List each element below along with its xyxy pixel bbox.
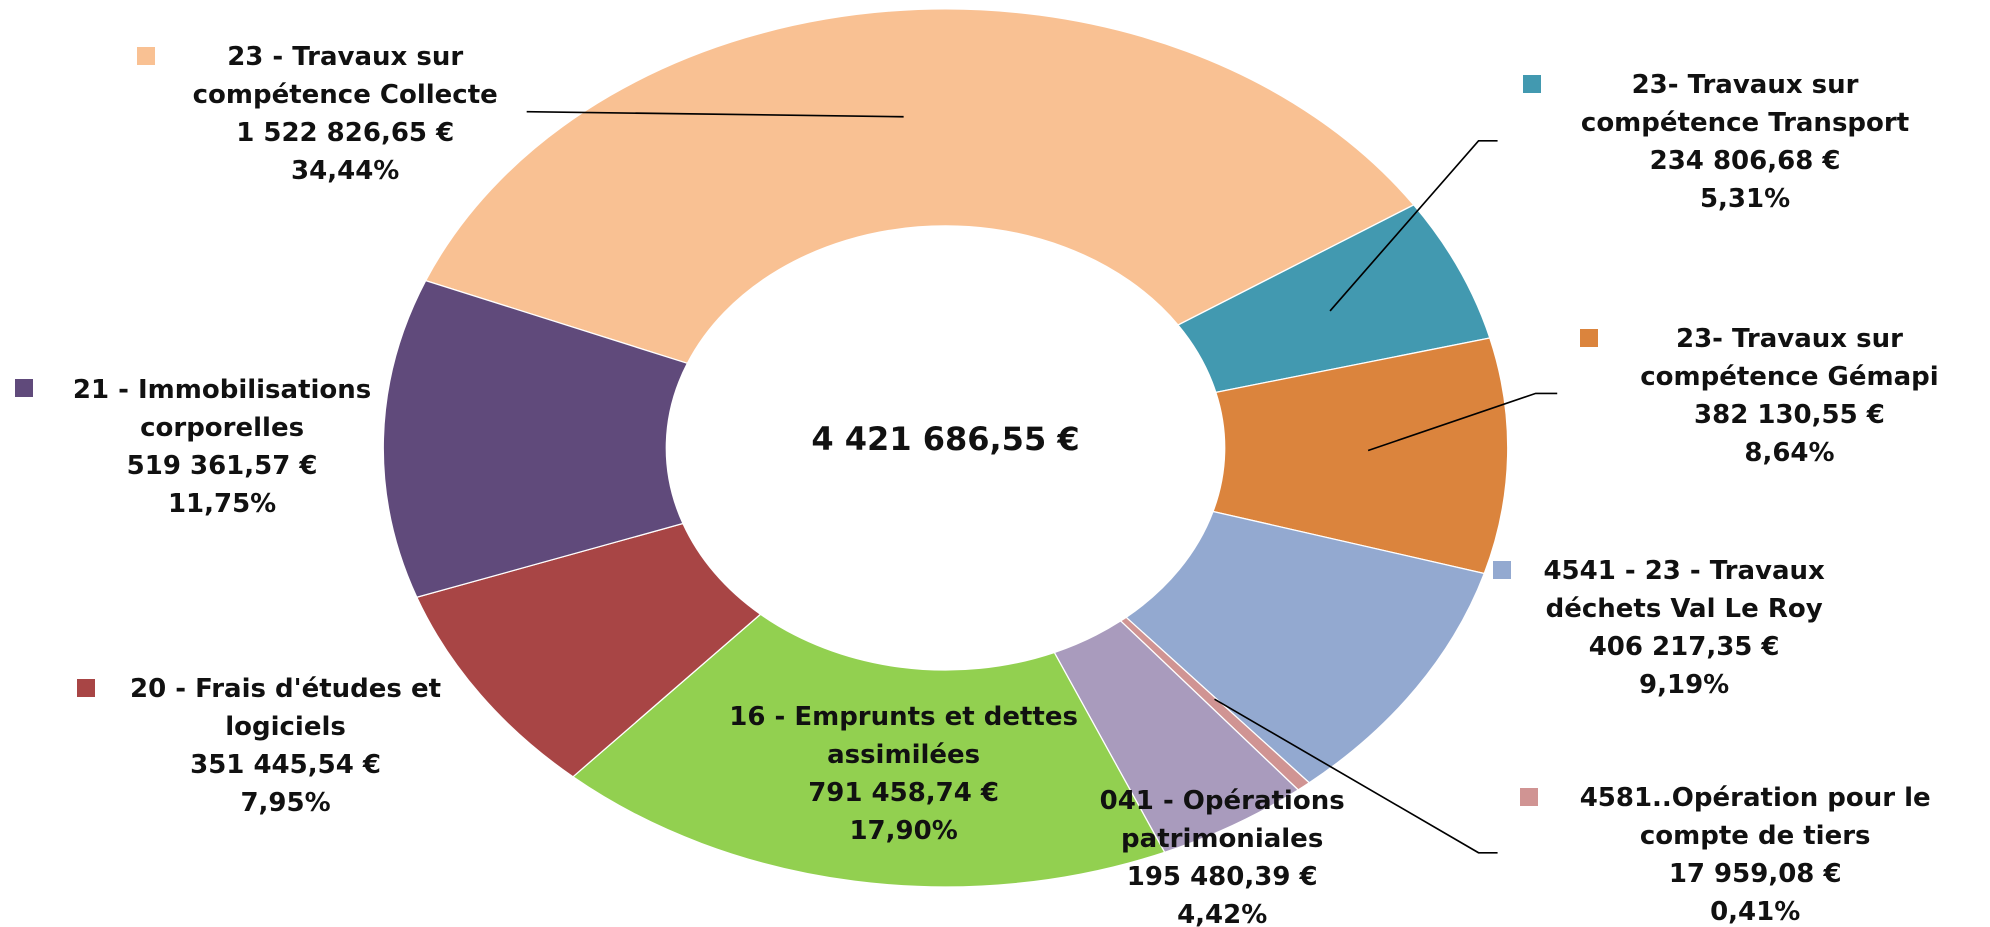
slice-label: 20 - Frais d'études et logiciels 351 445,… (95, 670, 476, 822)
label-amount: 406 217,35 € (1588, 632, 1780, 663)
label-name: 23- Travaux sur compétence Gémapi (1640, 323, 1939, 392)
label-amount: 195 480,39 € (1126, 861, 1318, 892)
slice-label: 23- Travaux sur compétence Transport 234 … (1548, 66, 1941, 218)
label-name: 23- Travaux sur compétence Transport (1580, 69, 1910, 138)
legend-swatch (15, 379, 34, 398)
slice-label: 23- Travaux sur compétence Gémapi 382 130… (1599, 320, 1980, 472)
legend-swatch (1522, 74, 1541, 93)
label-amount: 791 458,74 € (808, 778, 1000, 809)
label-name: 23 - Travaux sur compétence Collecte (192, 42, 498, 111)
legend-swatch (137, 46, 156, 65)
slice-label: 16 - Emprunts et dettes assimilées 791 45… (694, 698, 1113, 850)
slice (424, 8, 1415, 365)
label-percent: 11,75% (167, 488, 277, 519)
label-name: 4541 - 23 - Travaux déchets Val Le Roy (1543, 556, 1825, 625)
label-name: 16 - Emprunts et dettes assimilées (729, 702, 1078, 771)
label-percent: 0,41% (1710, 897, 1801, 927)
label-amount: 17 959,08 € (1668, 859, 1842, 890)
slice (571, 613, 1166, 888)
label-percent: 4,42% (1177, 899, 1268, 927)
legend-swatch (77, 678, 96, 697)
slice-label: 4541 - 23 - Travaux déchets Val Le Roy 40… (1513, 552, 1856, 704)
label-percent: 34,44% (291, 156, 400, 187)
label-amount: 382 130,55 € (1694, 399, 1885, 430)
label-name: 20 - Frais d'études et logiciels (130, 674, 442, 743)
label-percent: 5,31% (1699, 183, 1791, 214)
slice-label: 23 - Travaux sur compétence Collecte 1 52… (155, 38, 536, 190)
slice (1125, 510, 1486, 784)
label-name: 21 - Immobilisations corporelles (72, 374, 372, 443)
leader-line (1214, 698, 1498, 854)
label-amount: 1 522 826,65 € (236, 118, 455, 149)
label-name: 041 - Opérations patrimoniales (1099, 785, 1345, 854)
leader-line (1329, 140, 1498, 312)
slice-label: 4581..Opération pour le compte de tiers 1… (1552, 779, 1958, 927)
label-percent: 17,90% (849, 816, 958, 847)
legend-swatch (1492, 560, 1511, 579)
leader-line (1367, 392, 1558, 452)
legend-swatch (1520, 788, 1539, 807)
label-percent: 7,95% (240, 788, 331, 819)
label-name: 4581..Opération pour le compte de tiers (1579, 783, 1931, 852)
slice-label: 21 - Immobilisations corporelles 519 361,… (38, 371, 406, 523)
slice (382, 279, 689, 599)
label-percent: 8,64% (1744, 437, 1835, 468)
label-percent: 9,19% (1639, 670, 1730, 701)
label-amount: 519 361,57 € (126, 450, 318, 481)
leader-line (526, 110, 904, 118)
center-total: 4 421 686,55 € (811, 420, 1080, 459)
label-amount: 351 445,54 € (190, 750, 381, 781)
legend-swatch (1580, 328, 1599, 347)
slice-label: 041 - Opérations patrimoniales 195 480,39… (1070, 782, 1375, 927)
label-amount: 234 806,68 € (1649, 145, 1841, 176)
